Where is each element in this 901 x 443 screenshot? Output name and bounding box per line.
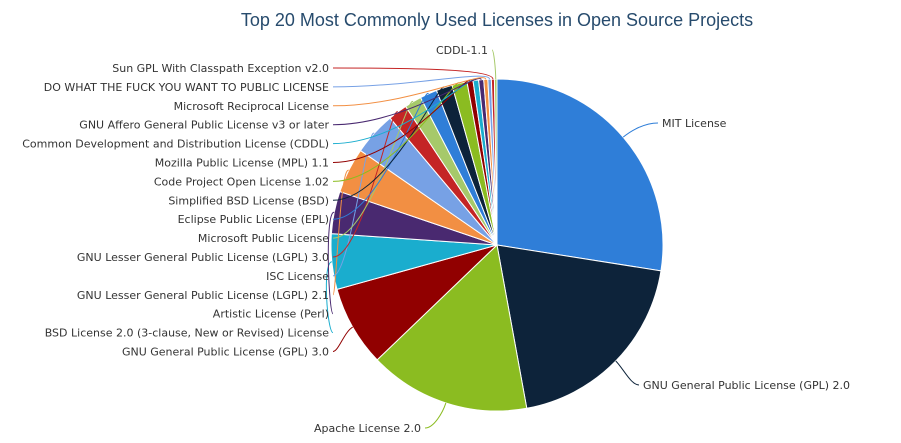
slice-label: Sun GPL With Classpath Exception v2.0	[112, 62, 329, 75]
leader-line	[332, 78, 482, 126]
leader-line	[332, 111, 399, 258]
leader-line	[622, 122, 659, 138]
leader-line	[615, 360, 640, 386]
slice-label: DO WHAT THE FUCK YOU WANT TO PUBLIC LICE…	[44, 81, 329, 94]
leader-line	[332, 75, 491, 88]
leader-lines-layer	[325, 49, 659, 429]
leader-line	[332, 80, 471, 163]
slice-label: CDDL-1.1	[436, 44, 488, 57]
slice-label: Artistic License (Perl)	[213, 308, 329, 321]
slice-label: Mozilla Public License (MPL) 1.1	[155, 157, 329, 170]
slice-label: Eclipse Public License (EPL)	[178, 213, 329, 226]
leader-line	[332, 82, 460, 182]
leader-line	[424, 402, 447, 429]
leader-line	[325, 261, 334, 334]
slice-label: Simplified BSD License (BSD)	[168, 194, 329, 207]
leader-line	[332, 67, 494, 80]
slice-label: MIT License	[662, 117, 727, 130]
slices-layer	[330, 78, 664, 412]
slice-label: GNU Lesser General Public License (LGPL)…	[77, 289, 329, 302]
slice-label: GNU General Public License (GPL) 3.0	[122, 346, 329, 359]
slice-label: Apache License 2.0	[314, 422, 421, 435]
slice-label: Microsoft Public License	[198, 232, 329, 245]
leader-line	[332, 77, 487, 107]
pie-slice[interactable]	[496, 78, 664, 272]
slice-label: ISC License	[266, 270, 329, 283]
leader-line	[327, 211, 335, 315]
slice-label: Code Project Open License 1.02	[154, 175, 329, 188]
slice-label: GNU Affero General Public License v3 or …	[79, 119, 329, 132]
slice-label: GNU General Public License (GPL) 2.0	[643, 379, 850, 392]
pie-slice[interactable]	[376, 243, 528, 412]
slice-label: GNU Lesser General Public License (LGPL)…	[77, 251, 329, 264]
slice-label: Microsoft Reciprocal License	[174, 100, 330, 113]
pie-slice[interactable]	[496, 244, 662, 409]
chart-title: Top 20 Most Commonly Used Licenses in Op…	[241, 10, 753, 30]
leader-line	[332, 101, 414, 239]
slice-label: BSD License 2.0 (3-clause, New or Revise…	[45, 327, 330, 340]
labels-layer: MIT License GNU General Public License (G…	[22, 44, 850, 435]
slice-label: Common Development and Distribution Lice…	[22, 138, 329, 151]
pie-slice[interactable]	[493, 78, 498, 246]
leader-line	[332, 93, 429, 220]
leader-line	[491, 49, 497, 80]
leader-line	[332, 169, 350, 296]
leader-line	[332, 326, 354, 352]
